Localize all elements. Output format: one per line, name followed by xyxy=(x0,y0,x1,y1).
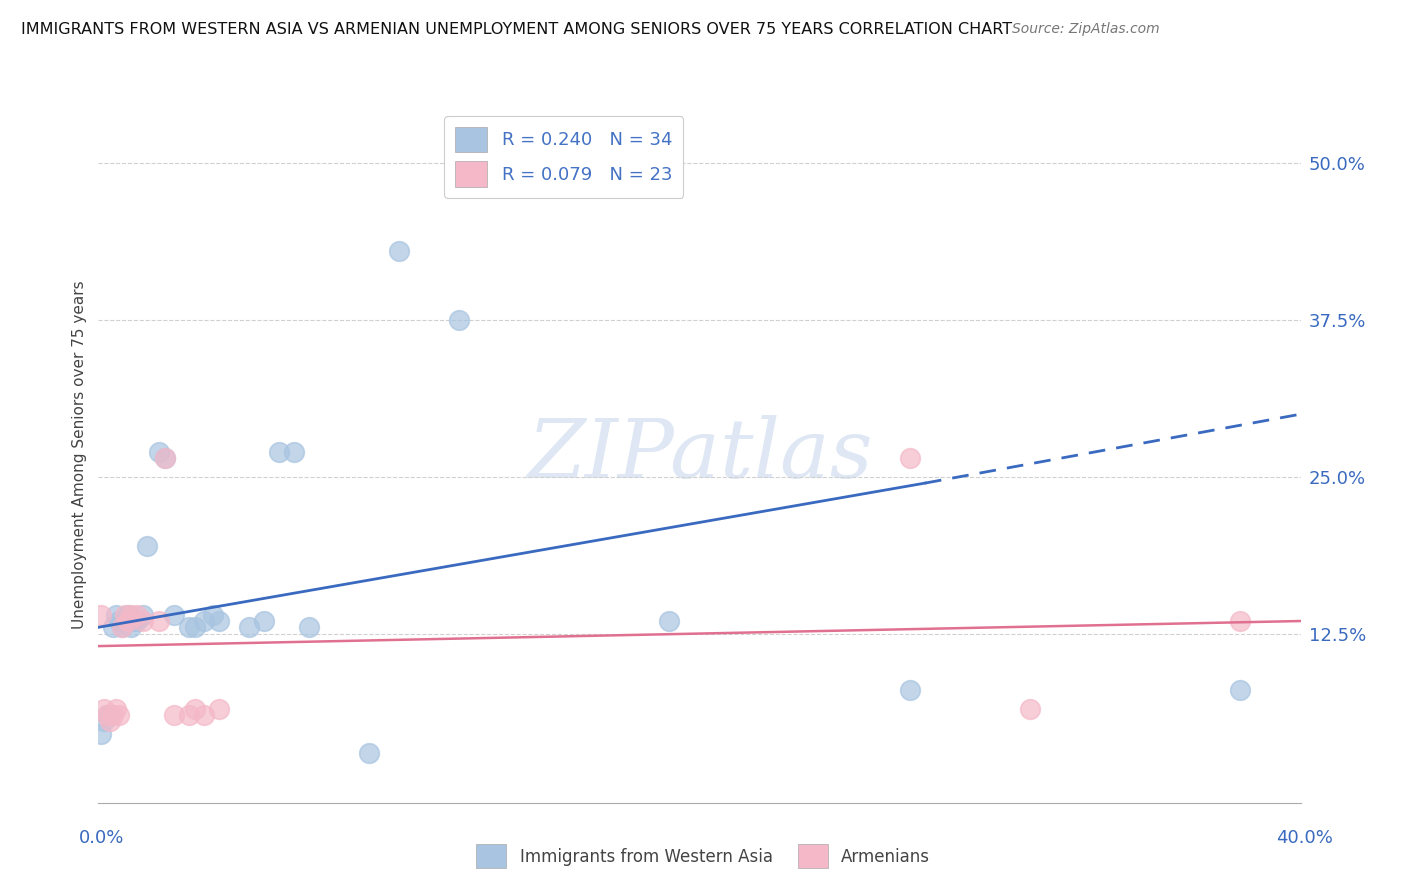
Point xyxy=(135,539,157,553)
Point xyxy=(132,607,155,622)
Point xyxy=(162,607,184,622)
Point xyxy=(357,746,380,760)
Point xyxy=(96,708,118,723)
Point xyxy=(177,620,200,634)
Point xyxy=(117,607,139,622)
Point xyxy=(121,620,143,634)
Y-axis label: Unemployment Among Seniors over 75 years: Unemployment Among Seniors over 75 years xyxy=(72,281,87,629)
Point xyxy=(388,244,411,259)
Text: ZIPatlas: ZIPatlas xyxy=(527,415,872,495)
Text: IMMIGRANTS FROM WESTERN ASIA VS ARMENIAN UNEMPLOYMENT AMONG SENIORS OVER 75 YEAR: IMMIGRANTS FROM WESTERN ASIA VS ARMENIAN… xyxy=(21,22,1012,37)
Point xyxy=(1229,683,1251,698)
Point xyxy=(111,620,134,634)
Point xyxy=(100,708,122,723)
Point xyxy=(208,614,231,628)
Point xyxy=(93,714,115,729)
Point xyxy=(127,607,149,622)
Point xyxy=(121,607,143,622)
Point xyxy=(148,444,170,458)
Point xyxy=(100,714,122,729)
Point xyxy=(148,614,170,628)
Point xyxy=(267,444,290,458)
Point xyxy=(177,708,200,723)
Text: Source: ZipAtlas.com: Source: ZipAtlas.com xyxy=(1012,22,1160,37)
Point xyxy=(96,708,118,723)
Legend: Immigrants from Western Asia, Armenians: Immigrants from Western Asia, Armenians xyxy=(470,838,936,875)
Point xyxy=(183,620,205,634)
Point xyxy=(108,708,131,723)
Point xyxy=(208,702,231,716)
Point xyxy=(103,708,125,723)
Point xyxy=(298,620,321,634)
Point xyxy=(114,607,136,622)
Point xyxy=(658,614,681,628)
Point xyxy=(105,702,128,716)
Point xyxy=(90,607,112,622)
Point xyxy=(105,607,128,622)
Point xyxy=(90,727,112,741)
Point xyxy=(124,614,146,628)
Point xyxy=(103,620,125,634)
Point xyxy=(153,451,176,466)
Point xyxy=(898,451,921,466)
Point xyxy=(447,313,470,327)
Point xyxy=(238,620,260,634)
Point xyxy=(127,614,149,628)
Point xyxy=(132,614,155,628)
Text: 0.0%: 0.0% xyxy=(79,829,124,847)
Point xyxy=(283,444,305,458)
Point xyxy=(1019,702,1042,716)
Point xyxy=(153,451,176,466)
Legend: R = 0.240   N = 34, R = 0.079   N = 23: R = 0.240 N = 34, R = 0.079 N = 23 xyxy=(444,116,683,198)
Point xyxy=(111,620,134,634)
Point xyxy=(108,614,131,628)
Point xyxy=(183,702,205,716)
Point xyxy=(162,708,184,723)
Point xyxy=(898,683,921,698)
Point xyxy=(117,614,139,628)
Point xyxy=(93,702,115,716)
Point xyxy=(114,614,136,628)
Point xyxy=(253,614,276,628)
Point xyxy=(193,708,215,723)
Point xyxy=(1229,614,1251,628)
Point xyxy=(201,607,224,622)
Text: 40.0%: 40.0% xyxy=(1277,829,1333,847)
Point xyxy=(193,614,215,628)
